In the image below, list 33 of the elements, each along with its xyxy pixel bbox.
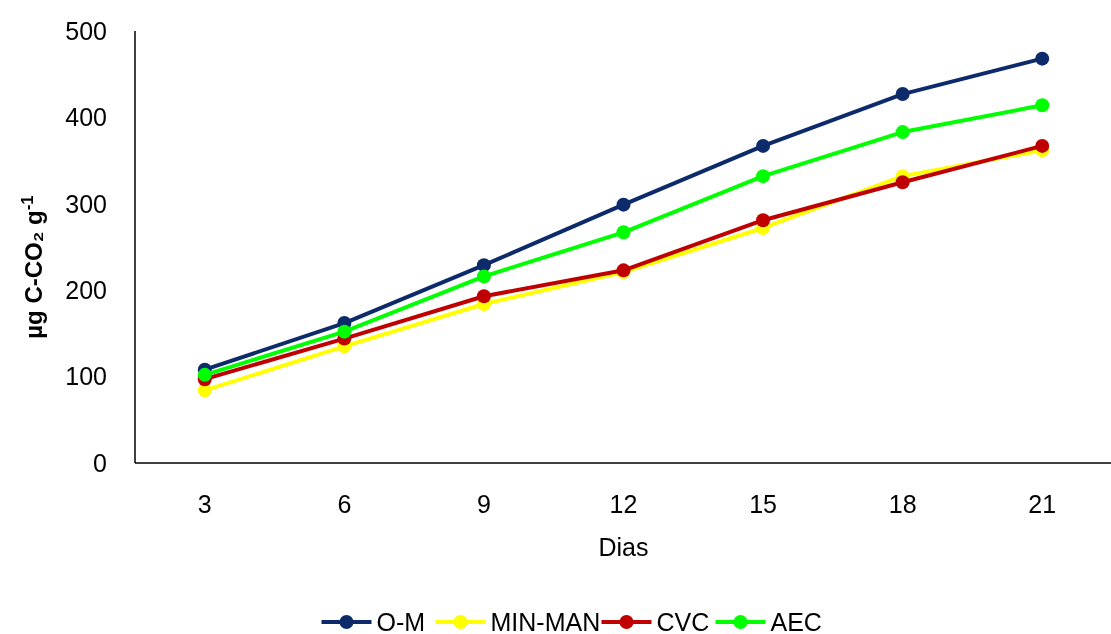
y-tick-label: 0	[93, 448, 107, 477]
point	[616, 225, 631, 240]
point	[1035, 138, 1050, 153]
point	[756, 169, 771, 184]
legend-label: O-M	[376, 607, 426, 634]
y-tick-label: 400	[65, 103, 107, 132]
legend-label: CVC	[656, 607, 710, 634]
y-tick-label: 200	[65, 275, 107, 304]
point	[756, 138, 771, 153]
x-tick-label: 18	[888, 490, 917, 518]
y-tick-label: 100	[65, 362, 107, 391]
point	[476, 269, 491, 284]
point	[756, 213, 771, 228]
legend-label: AEC	[770, 607, 822, 634]
point	[476, 289, 491, 304]
y-tick-label: 500	[65, 16, 107, 45]
x-tick-label: 9	[476, 490, 491, 518]
point	[1035, 98, 1050, 113]
x-tick-label: 6	[337, 490, 352, 518]
point	[895, 125, 910, 140]
x-axis-title: Dias	[598, 533, 649, 561]
point	[895, 87, 910, 102]
y-tick-label: 300	[65, 189, 107, 218]
point	[337, 324, 352, 339]
point	[616, 197, 631, 212]
x-tick-label: 3	[197, 490, 212, 518]
legend-label: MIN-MAN	[490, 607, 601, 634]
point	[895, 175, 910, 190]
x-tick-label: 21	[1028, 490, 1057, 518]
x-tick-label: 15	[749, 490, 777, 518]
x-tick-label: 12	[609, 490, 638, 518]
point	[1035, 51, 1050, 66]
point	[197, 367, 212, 382]
